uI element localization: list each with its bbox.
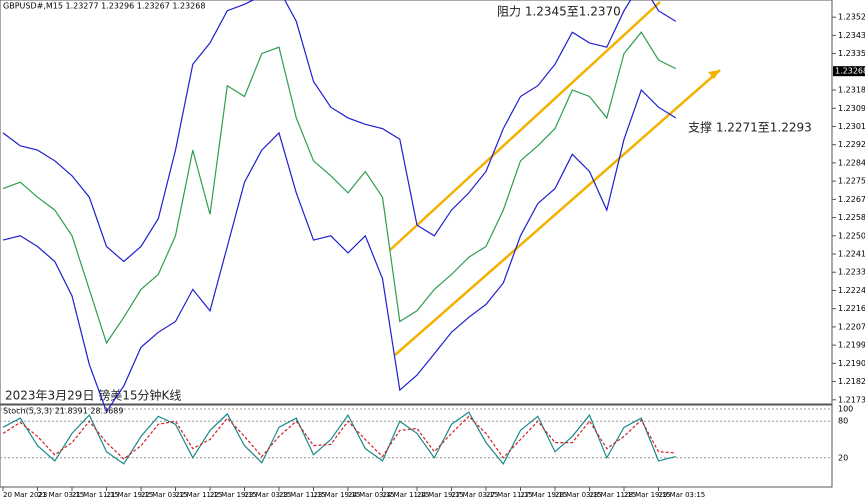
x-tick-label: 22 Mar 11:15 [176,491,223,499]
y-tick-label: 1.23095 [838,104,865,113]
last-price-box [833,66,865,77]
x-tick-label: 23 Mar 19:15 [314,491,361,499]
x-tick-label: 27 Mar 03:15 [452,491,499,499]
x-tick-label: 21 Mar 11:15 [72,491,119,499]
stoch-panel [0,404,833,488]
y-tick-label: 1.22670 [838,195,865,204]
y-tick-label: 1.23435 [838,31,865,40]
stoch-tick-label: 100 [838,405,853,414]
y-tick-label: 1.23180 [838,86,865,95]
x-tick-label: 28 Mar 19:15 [624,491,671,499]
annotation: 阻力 1.2345至1.2370 [497,5,621,19]
x-tick-label: 27 Mar 11:15 [486,491,533,499]
x-tick-label: 28 Mar 03:15 [555,491,602,499]
stoch-line [2,415,676,460]
x-tick-label: 24 Mar 11:15 [383,491,430,499]
price-line [2,0,677,263]
support-line [394,69,721,356]
stoch-line [2,411,676,465]
y-tick-label: 1.23350 [838,49,865,58]
y-tick-label: 1.22330 [838,268,865,277]
stoch-tick-label: 20 [838,453,848,462]
y-tick-label: 1.22245 [838,286,865,295]
y-tick-label: 1.22075 [838,322,865,331]
y-tick-label: 1.22755 [838,177,865,186]
last-price-label: 1.23268 [835,67,865,76]
y-tick-label: 1.23520 [838,13,865,22]
x-tick-label: 21 Mar 19:15 [107,491,154,499]
x-tick-label: 24 Mar 03:15 [348,491,395,499]
main-panel [0,0,833,405]
x-tick-label: 22 Mar 19:15 [210,491,257,499]
y-tick-label: 1.22500 [838,231,865,240]
y-tick-label: 1.22925 [838,140,865,149]
x-tick-label: 24 Mar 19:15 [417,491,464,499]
x-tick-label: 21 Mar 03:15 [38,491,85,499]
y-tick-label: 1.22840 [838,158,865,167]
annotation: 支撑 1.2271至1.2293 [688,120,812,135]
price-line [2,88,677,413]
y-tick-label: 1.22585 [838,213,865,222]
stoch-title: Stoch(5,3,3) 21.8391 28.3689 [3,407,123,416]
x-tick-label: 28 Mar 11:15 [590,491,637,499]
y-tick-label: 1.21735 [838,395,865,404]
x-tick-label: 23 Mar 11:15 [279,491,326,499]
y-tick-label: 1.22160 [838,304,865,313]
x-tick-label: 27 Mar 19:15 [521,491,568,499]
x-tick-label: 29 Mar 03:15 [659,491,706,499]
y-tick-label: 1.22415 [838,250,865,259]
x-tick-label: 20 Mar 2023 [3,491,47,499]
chart-title: GBPUSD#,M15 1.23277 1.23296 1.23267 1.23… [3,2,205,11]
y-tick-label: 1.21905 [838,359,865,368]
price-line [2,31,677,345]
annotation: 2023年3月29日 镑美15分钟K线 [5,388,181,403]
stoch-tick-label: 80 [838,417,848,426]
resistance-line [389,1,661,251]
y-tick-label: 1.21990 [838,341,865,350]
x-tick-label: 22 Mar 03:15 [141,491,188,499]
y-tick-label: 1.23010 [838,122,865,131]
y-tick-label: 1.21820 [838,377,865,386]
x-tick-label: 23 Mar 03:15 [245,491,292,499]
arrow-head [708,70,720,79]
